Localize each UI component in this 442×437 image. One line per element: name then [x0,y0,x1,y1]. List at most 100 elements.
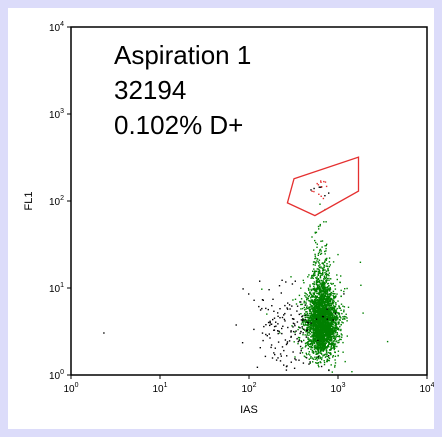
data-point-green [326,347,328,349]
data-point-green [322,262,324,264]
data-point-green [326,265,329,267]
data-point-green [323,286,325,289]
data-point-green [314,253,316,256]
data-point-black [299,352,301,354]
data-point-green [311,342,313,344]
data-point-green [308,353,310,355]
data-point-green [333,316,335,319]
data-point-green [330,278,332,280]
data-point-green [319,289,321,291]
data-point-black [300,301,302,303]
data-point-green [326,274,328,276]
data-point-green [324,298,326,301]
data-point-green [319,273,322,275]
data-point-green [332,322,334,324]
data-point-green [321,274,323,276]
data-point-green [340,295,342,297]
data-point-green [328,265,331,268]
data-point-green [313,339,315,341]
data-point-green [311,275,313,278]
data-point-green [316,359,318,361]
data-point-green [319,340,321,343]
data-point-green [325,280,327,282]
data-point-black [284,339,287,341]
data-point-green [328,318,330,320]
data-point-green [325,311,327,313]
data-point-green [333,331,336,333]
data-point-green [310,288,312,291]
data-point-green [318,259,321,261]
data-point-green [314,310,317,313]
data-point-green [317,261,320,263]
data-point-green [322,288,324,290]
data-point-green [328,293,330,295]
data-point-green [315,291,317,293]
data-point-green [332,331,334,333]
data-point-green [337,354,339,357]
data-point-green [334,296,337,298]
data-point-green [311,317,313,319]
data-point-green [326,290,328,293]
data-point-green [330,299,332,302]
data-point-green [313,322,316,324]
data-point-green [279,332,281,334]
data-point-green [316,283,318,286]
data-point-green [317,254,319,256]
data-point-green [314,255,316,257]
data-point-green [334,288,337,290]
data-point-black [328,355,330,357]
data-point-green [313,333,315,335]
data-point-green [345,316,347,318]
data-point-green [320,349,323,351]
data-point-green [328,299,331,301]
data-point-green [327,293,329,295]
data-point-green [307,314,310,317]
data-point-green [327,295,329,297]
data-point-green [326,263,328,265]
data-point-green [304,321,306,323]
data-point-black [306,329,308,331]
data-point-green [321,348,323,350]
data-point-green [317,348,320,350]
data-point-green [304,317,306,319]
data-point-black [285,343,288,346]
data-point-black [277,341,280,343]
data-point-green [386,340,389,343]
data-point-green [326,352,328,354]
data-point-black [253,299,255,301]
data-point-green [302,322,304,324]
data-point-black [328,369,330,372]
x-tick-label: 102 [241,382,256,395]
data-point-green [319,253,322,255]
data-point-green [317,342,319,344]
data-point-green [325,310,327,312]
data-point-green [327,317,330,319]
data-point-green [316,346,318,348]
data-point-green [324,341,326,343]
data-point-green [316,305,319,308]
data-point-green [312,310,315,312]
data-point-black [286,341,289,343]
data-point-green [320,346,322,348]
data-point-green [310,340,313,343]
data-point-green [311,351,314,353]
data-point-green [331,339,333,342]
data-point-black [317,339,319,342]
data-point-green [321,326,323,328]
data-point-green [335,317,337,320]
data-point-green [323,283,326,285]
data-point-black [268,289,270,291]
data-point-green [322,336,324,338]
data-point-black [273,310,275,312]
data-point-black [287,326,289,329]
data-point-green [332,282,334,285]
data-point-green [333,337,335,340]
data-point-green [325,292,327,294]
data-point-green [320,286,322,288]
data-point-green [311,316,314,318]
y-tick-label: 104 [49,21,64,34]
data-point-green [325,321,327,323]
data-point-green [319,307,321,309]
data-point-green [307,307,310,309]
data-point-green [332,327,334,329]
